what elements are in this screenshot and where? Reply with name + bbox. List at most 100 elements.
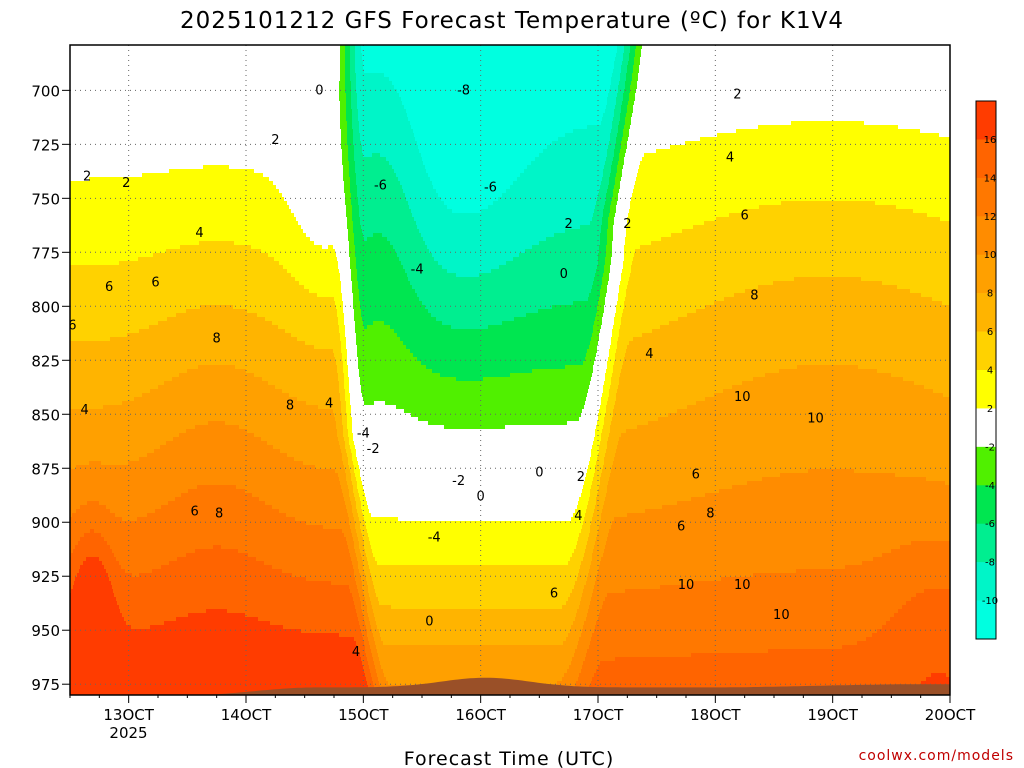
- field-cell: [386, 157, 423, 162]
- field-cell: [627, 109, 634, 114]
- field-cell: [613, 409, 678, 414]
- field-cell: [70, 489, 189, 494]
- field-cell: [361, 225, 418, 230]
- field-cell: [590, 489, 599, 494]
- field-cell: [596, 425, 604, 430]
- field-cell: [70, 333, 128, 338]
- field-cell: [341, 405, 347, 410]
- field-cell: [357, 645, 366, 650]
- field-cell: [532, 245, 600, 250]
- field-cell: [70, 237, 311, 242]
- field-cell: [591, 681, 922, 686]
- field-cell: [587, 505, 596, 510]
- field-cell: [614, 185, 621, 190]
- field-cell: [618, 197, 632, 202]
- field-cell: [247, 309, 338, 314]
- field-cell: [393, 245, 428, 250]
- field-cell: [119, 561, 170, 566]
- field-cell: [592, 373, 606, 378]
- field-cell: [375, 641, 384, 646]
- field-cell: [352, 429, 596, 434]
- field-cell: [669, 321, 950, 326]
- field-cell: [362, 609, 368, 614]
- field-cell: [615, 145, 622, 150]
- field-cell: [349, 385, 362, 390]
- field-cell: [70, 369, 188, 374]
- field-cell: [351, 473, 356, 478]
- field-cell: [70, 661, 363, 666]
- field-cell: [70, 301, 336, 306]
- field-cell: [408, 277, 595, 282]
- field-cell: [359, 517, 365, 522]
- field-cell: [346, 537, 354, 542]
- field-cell: [611, 165, 618, 170]
- field-cell: [366, 497, 580, 502]
- field-cell: [367, 529, 582, 534]
- field-cell: [581, 561, 592, 566]
- field-cell: [131, 625, 151, 630]
- field-cell: [361, 577, 367, 582]
- field-cell: [612, 417, 659, 422]
- field-cell: [902, 605, 950, 610]
- field-cell: [605, 261, 612, 266]
- field-cell: [318, 405, 342, 410]
- field-cell: [609, 89, 619, 94]
- field-cell: [340, 445, 346, 450]
- field-cell: [355, 161, 390, 166]
- field-cell: [352, 509, 358, 514]
- field-cell: [279, 189, 345, 194]
- field-cell: [607, 237, 614, 242]
- field-cell: [582, 489, 591, 494]
- field-cell: [331, 581, 357, 586]
- field-cell: [606, 193, 614, 198]
- field-cell: [339, 381, 345, 386]
- x-axis-year: 2025: [109, 724, 147, 742]
- field-cell: [343, 433, 349, 438]
- field-cell: [599, 525, 612, 530]
- field-cell: [616, 349, 627, 354]
- field-cell: [624, 161, 641, 166]
- field-cell: [83, 561, 103, 566]
- field-cell: [608, 357, 616, 362]
- field-cell: [734, 293, 922, 298]
- field-cell: [882, 281, 950, 286]
- field-cell: [633, 257, 950, 262]
- field-cell: [342, 453, 348, 458]
- x-tick-label: 18OCT: [690, 706, 741, 724]
- field-cell: [608, 185, 615, 190]
- field-cell: [70, 281, 300, 286]
- field-cell: [585, 357, 596, 362]
- field-cell: [314, 241, 350, 246]
- field-cell: [70, 145, 342, 150]
- field-cell: [341, 137, 348, 142]
- field-cell: [70, 49, 341, 54]
- field-cell: [601, 225, 609, 230]
- field-cell: [627, 69, 634, 74]
- field-cell: [858, 365, 950, 370]
- field-cell: [624, 301, 715, 306]
- field-cell: [389, 77, 612, 82]
- field-cell: [110, 545, 214, 550]
- field-cell: [70, 225, 302, 230]
- field-cell: [380, 633, 569, 638]
- field-cell: [87, 501, 100, 506]
- field-cell: [742, 381, 915, 386]
- field-cell: [584, 405, 601, 410]
- field-cell: [539, 241, 601, 246]
- field-cell: [625, 153, 645, 158]
- contour-label: 2: [623, 217, 631, 232]
- field-cell: [502, 193, 599, 198]
- field-cell: [352, 593, 360, 598]
- field-cell: [70, 265, 284, 270]
- field-cell: [590, 493, 598, 498]
- field-cell: [346, 209, 353, 214]
- field-cell: [610, 137, 617, 142]
- field-cell: [342, 153, 349, 158]
- field-cell: [70, 313, 177, 318]
- field-cell: [488, 205, 596, 210]
- field-cell: [323, 525, 351, 530]
- field-cell: [344, 317, 355, 322]
- field-cell: [365, 673, 372, 678]
- field-cell: [596, 461, 605, 466]
- field-cell: [605, 257, 612, 262]
